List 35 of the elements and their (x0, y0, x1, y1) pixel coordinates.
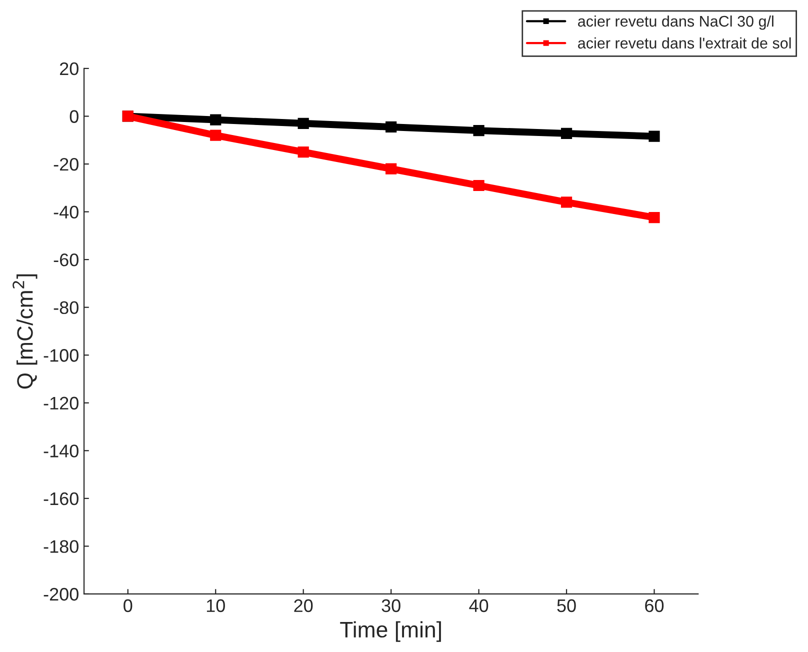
y-tick-label: -160 (44, 492, 78, 506)
x-tick-label: 30 (382, 599, 400, 612)
x-tick-label: 60 (645, 599, 664, 612)
y-tick-label: -40 (54, 206, 78, 218)
point (298, 146, 309, 158)
point (648, 130, 660, 142)
y-tick-label: 20 (60, 62, 78, 76)
point (473, 180, 484, 192)
y-tick-label: -80 (54, 301, 78, 314)
x-tick-label: 10 (206, 599, 225, 612)
x-tick-label: 50 (557, 599, 576, 612)
point (473, 125, 484, 136)
y-tick-label: -180 (44, 540, 78, 553)
x-axis-title: Time [min] (340, 621, 441, 642)
x-tick-label: 20 (294, 599, 313, 612)
point (210, 114, 222, 126)
y-tick-label: -100 (44, 349, 78, 362)
y-tick-label: -200 (44, 588, 78, 601)
y-tick-label: 0 (70, 110, 78, 123)
point (386, 163, 397, 174)
y-tick-label: -60 (54, 253, 78, 266)
point (648, 212, 660, 224)
point (560, 196, 572, 208)
y-tick-label: -120 (44, 396, 78, 410)
legend-label: acier revetu dans NaCl 30 g/l (578, 15, 774, 30)
legend-label: acier revetu dans l'extrait de sol (578, 37, 791, 49)
x-tick-label: 0 (124, 599, 132, 612)
point (386, 121, 397, 133)
y-tick-label: -140 (44, 444, 78, 458)
point (560, 128, 572, 139)
y-tick-label: -20 (54, 158, 78, 171)
point (298, 118, 309, 129)
x-tick-label: 40 (469, 599, 488, 612)
point (210, 130, 222, 141)
y-axis-title: Q [mC/cm$^{2}$] (12, 274, 38, 389)
